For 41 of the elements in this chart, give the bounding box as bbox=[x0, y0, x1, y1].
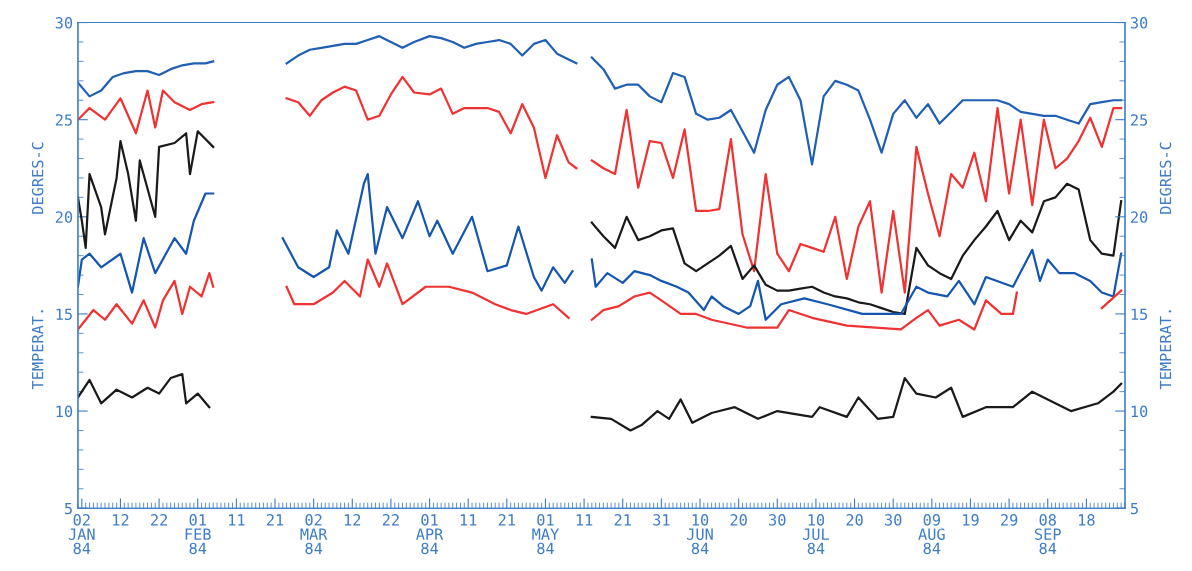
x-tick-label: 09 AUG 84 bbox=[918, 514, 945, 555]
x-tick-label: 12 bbox=[344, 514, 361, 526]
x-tick-label: 22 bbox=[151, 514, 167, 526]
x-tick-label: 30 bbox=[885, 514, 902, 526]
x-tick-label: 11 bbox=[576, 514, 593, 526]
x-tick-label: 29 bbox=[1001, 514, 1018, 526]
y2-tick-label: 15 bbox=[1131, 308, 1148, 320]
x-tick-label: 21 bbox=[266, 514, 284, 526]
y-tick-label: 15 bbox=[56, 308, 72, 320]
y-tick-label: 10 bbox=[56, 405, 73, 418]
y2-tick-label: 30 bbox=[1130, 17, 1148, 29]
x-tick-label: 21 bbox=[614, 514, 631, 526]
x-tick-label: 12 bbox=[113, 514, 129, 526]
x-tick-label: 20 bbox=[846, 514, 863, 526]
y-tick-label: 25 bbox=[55, 114, 72, 126]
y2-tick-label: 25 bbox=[1131, 114, 1148, 126]
y-tick-label: 5 bbox=[64, 502, 72, 515]
x-tick-label: 01 MAY 84 bbox=[532, 514, 559, 555]
x-tick-label: 10 JUN 84 bbox=[687, 514, 713, 555]
x-tick-label: 02 MAR 84 bbox=[300, 514, 328, 555]
x-tick-label: 10 JUL 84 bbox=[802, 514, 830, 555]
x-tick-label: 22 bbox=[382, 514, 399, 526]
x-tick-label: 11 bbox=[229, 514, 245, 526]
y2-tick-label: 10 bbox=[1131, 405, 1148, 418]
x-tick-label: 31 bbox=[653, 514, 670, 526]
x-tick-label: 20 bbox=[730, 514, 747, 526]
x-tick-label: 02 JAN 84 bbox=[68, 514, 95, 555]
x-tick-label: 19 bbox=[963, 514, 979, 526]
x-tick-label: 01 FEB 84 bbox=[185, 514, 211, 555]
y2-tick-label: 5 bbox=[1130, 502, 1138, 515]
y2-tick-label: 20 bbox=[1131, 211, 1148, 223]
x-tick-label: 18 bbox=[1079, 514, 1095, 526]
x-tick-label: 08 SEP 84 bbox=[1034, 514, 1061, 555]
y-tick-label: 20 bbox=[55, 211, 73, 223]
x-tick-label: 11 bbox=[460, 514, 477, 526]
y-tick-label: 30 bbox=[55, 17, 73, 29]
y-axis-title: TEMPERAT. DEGRES-C bbox=[31, 142, 44, 390]
x-tick-label: 30 bbox=[769, 514, 786, 526]
x-tick-label: 01 APR 84 bbox=[416, 514, 444, 555]
y2-axis-title: TEMPERAT. DEGRES-C bbox=[1159, 142, 1172, 390]
x-tick-label: 21 bbox=[498, 514, 515, 526]
